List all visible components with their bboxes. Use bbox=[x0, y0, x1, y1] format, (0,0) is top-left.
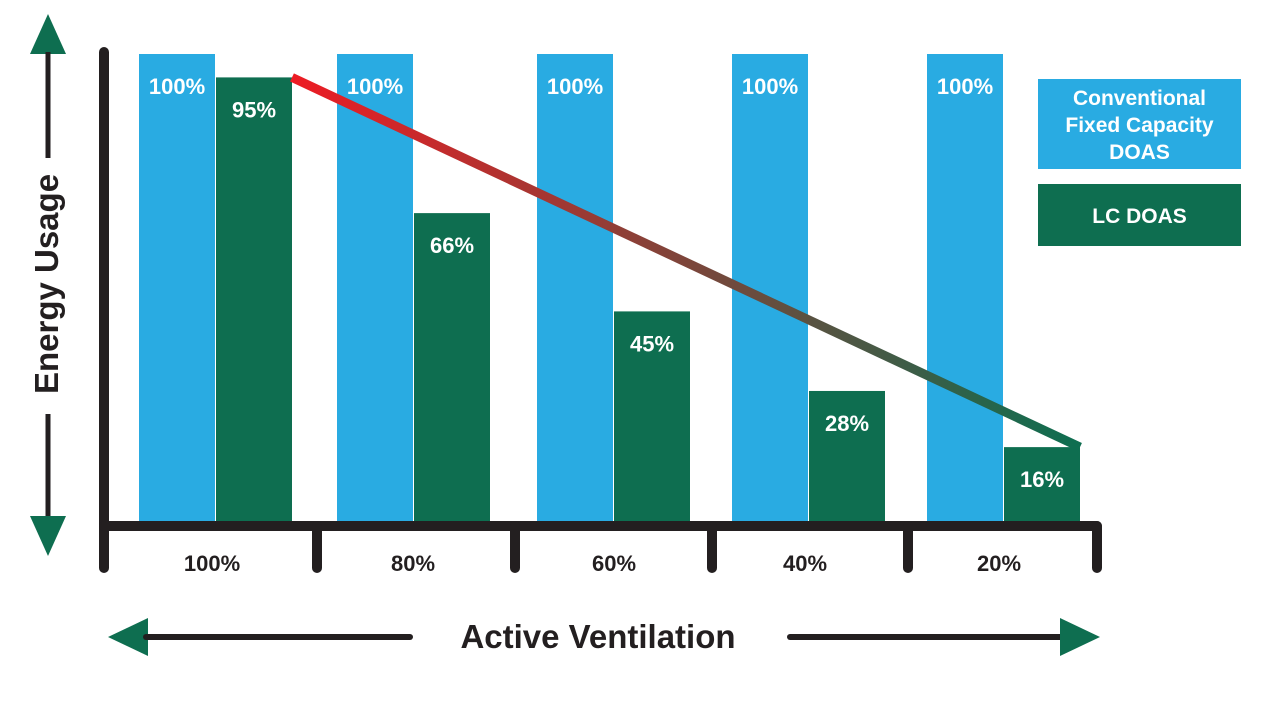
bar-label-conventional-3: 100% bbox=[547, 74, 603, 99]
y-axis-title: Energy Usage bbox=[28, 174, 65, 394]
legend-swatch-1 bbox=[1038, 79, 1241, 169]
arrow-left-icon bbox=[108, 618, 148, 656]
bar-label-lc-3: 45% bbox=[630, 331, 674, 356]
bar-label-lc-1: 95% bbox=[232, 97, 276, 122]
axis-layer: 100% 80% 60% 40% 20% bbox=[99, 47, 1102, 576]
arrow-down-icon bbox=[30, 516, 66, 556]
axis-arrows: Energy Usage Active Ventilation bbox=[28, 14, 1100, 656]
bar-label-conventional-5: 100% bbox=[937, 74, 993, 99]
arrow-up-icon bbox=[30, 14, 66, 54]
legend-label-2-line-1: LC DOAS bbox=[1092, 205, 1187, 228]
bar-label-lc-4: 28% bbox=[825, 411, 869, 436]
labels-layer: 100% 95% 100% 66% 100% 45% 100% 28% 100% 16% bbox=[149, 74, 1064, 492]
legend-label-1-line-3: DOAS bbox=[1109, 141, 1170, 164]
bar-lc-5 bbox=[1004, 447, 1080, 522]
x-tick-label-2: 80% bbox=[391, 551, 435, 576]
x-tick-label-5: 20% bbox=[977, 551, 1021, 576]
x-tick-label-1: 100% bbox=[184, 551, 240, 576]
bar-lc-2 bbox=[414, 213, 490, 522]
x-tick-label-3: 60% bbox=[592, 551, 636, 576]
bars-layer bbox=[139, 54, 1080, 523]
bar-lc-3 bbox=[614, 311, 690, 522]
bar-label-conventional-1: 100% bbox=[149, 74, 205, 99]
bar-label-conventional-4: 100% bbox=[742, 74, 798, 99]
trend-layer bbox=[290, 73, 1082, 452]
bar-conventional-5 bbox=[927, 54, 1003, 522]
legend-label-1-line-2: Fixed Capacity bbox=[1065, 114, 1214, 137]
bar-conventional-1 bbox=[139, 54, 215, 522]
bar-label-lc-5: 16% bbox=[1020, 467, 1064, 492]
arrow-right-icon bbox=[1060, 618, 1100, 656]
lc-trend-line bbox=[290, 73, 1082, 452]
legend: Conventional Fixed Capacity DOAS LC DOAS bbox=[1038, 79, 1241, 246]
bar-label-conventional-2: 100% bbox=[347, 74, 403, 99]
bar-label-lc-2: 66% bbox=[430, 233, 474, 258]
x-tick-label-4: 40% bbox=[783, 551, 827, 576]
bar-lc-1 bbox=[216, 77, 292, 523]
legend-swatch-2 bbox=[1038, 184, 1241, 246]
legend-label-1-line-1: Conventional bbox=[1073, 87, 1206, 110]
bar-lc-4 bbox=[809, 390, 885, 522]
bar-conventional-3 bbox=[537, 54, 613, 522]
x-axis-title: Active Ventilation bbox=[460, 618, 735, 655]
